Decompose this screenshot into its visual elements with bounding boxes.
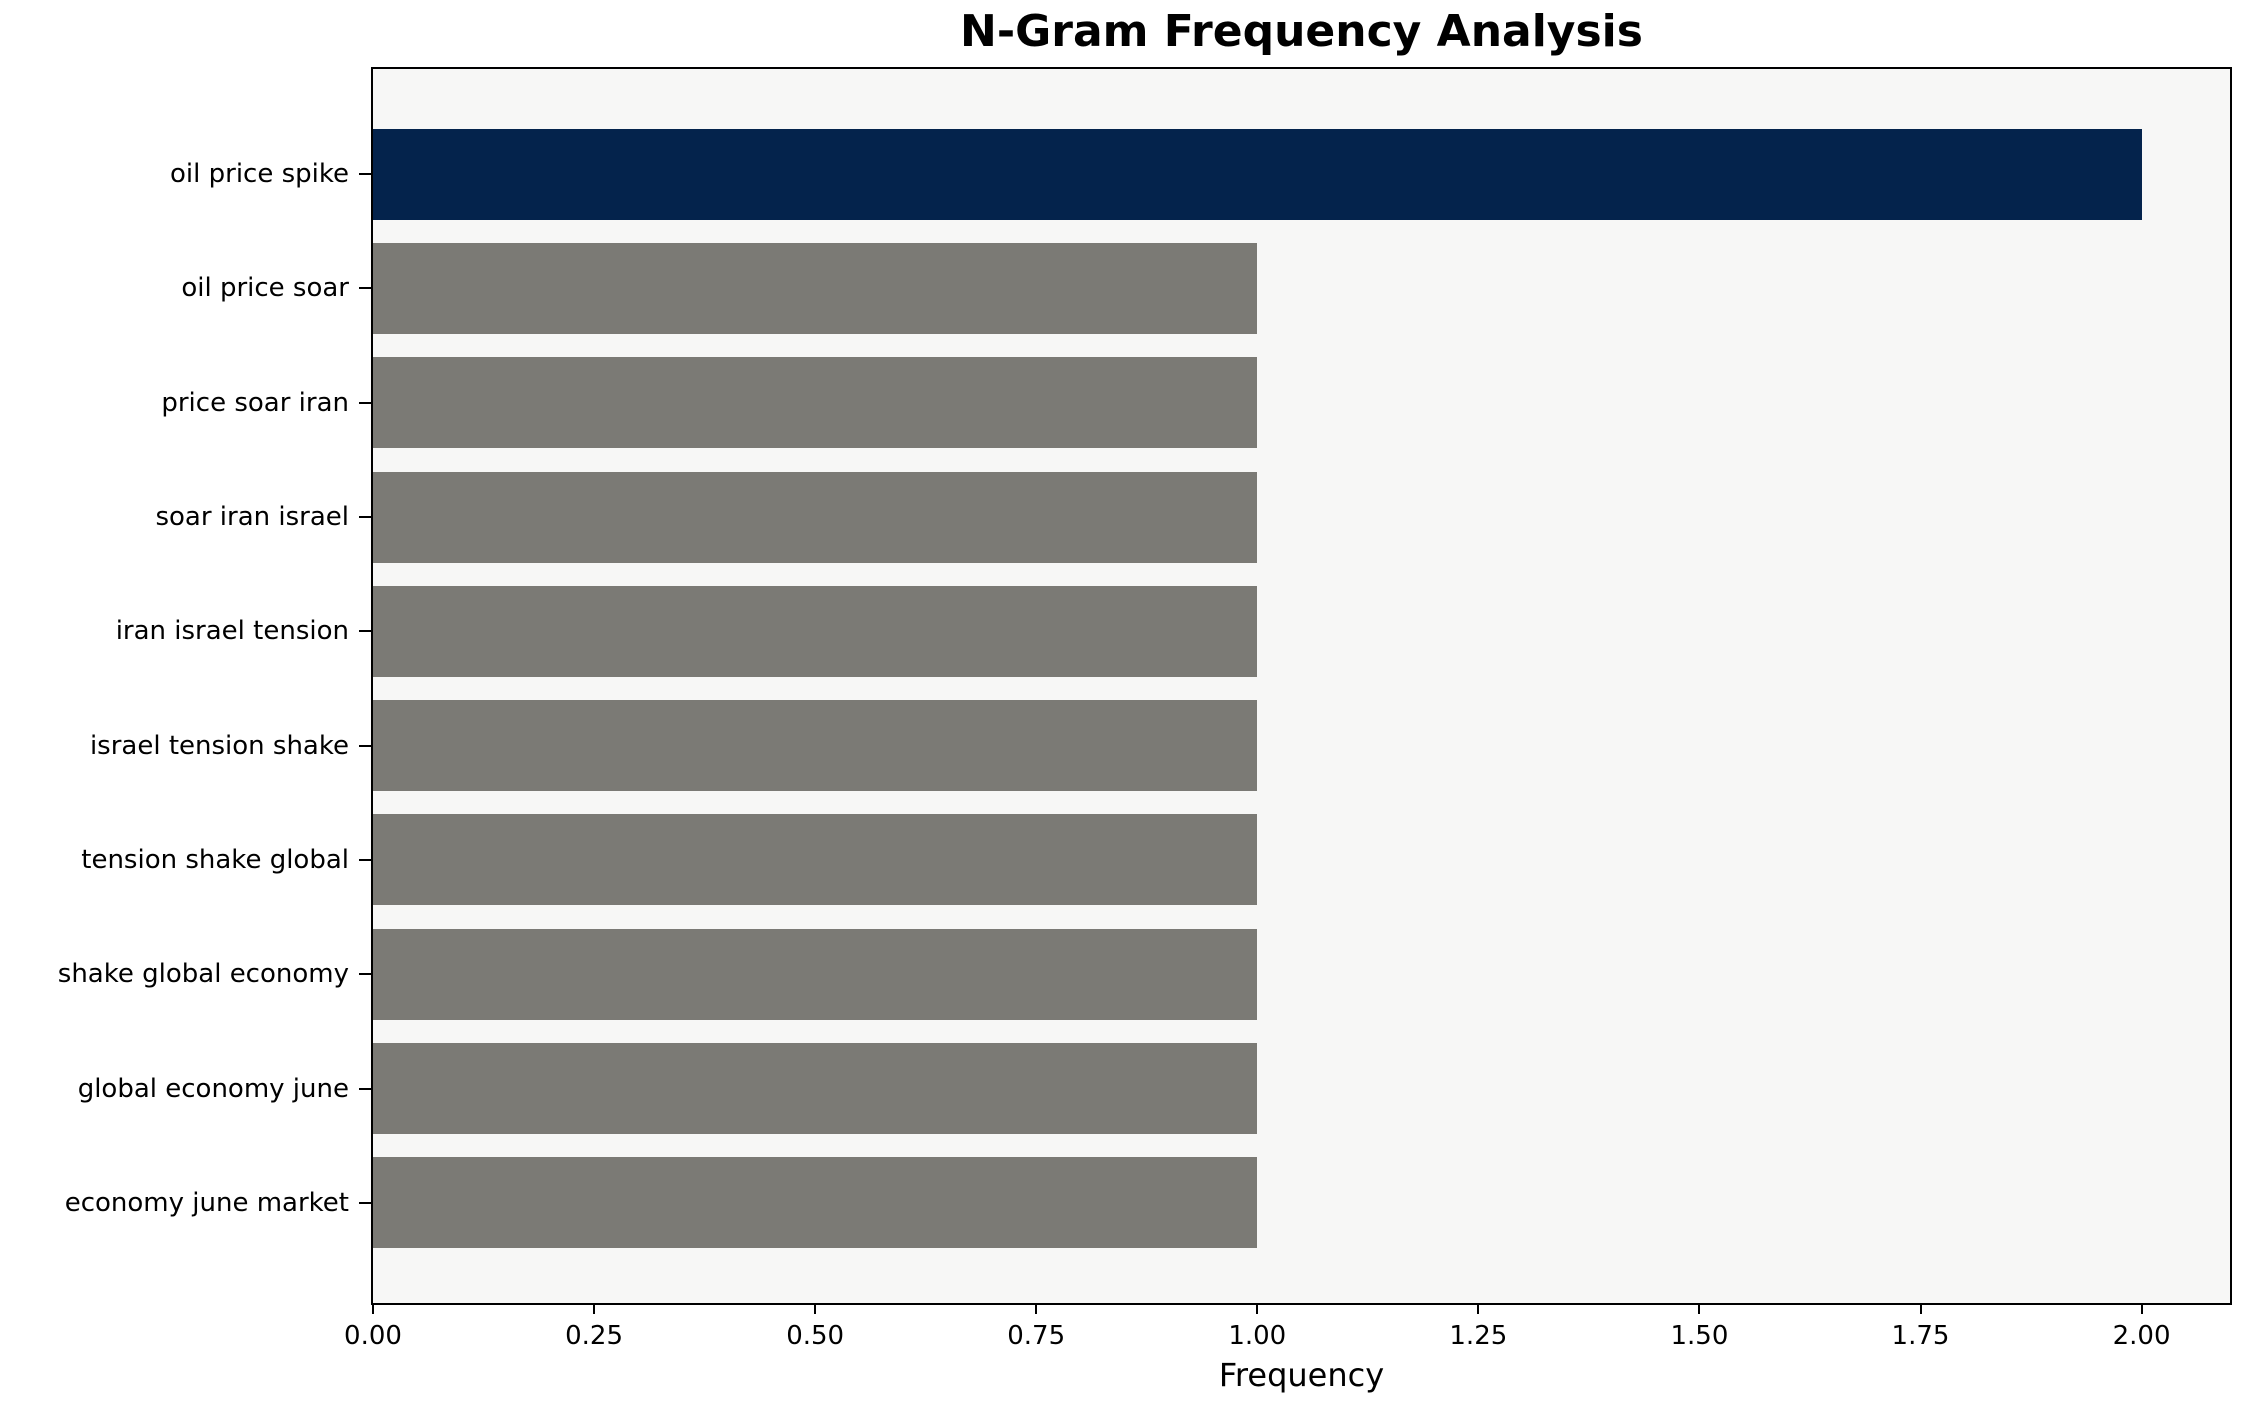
y-tick-mark [359,973,371,976]
bar-row [373,231,2230,345]
chart-title: N-Gram Frequency Analysis [960,6,1643,57]
x-axis-title: Frequency [1218,1356,1385,1394]
bar-row [373,1146,2230,1260]
y-tick-mark [359,858,371,861]
bar-global-economy-june [373,1043,1258,1135]
y-tick-mark [359,401,371,404]
bar-row [373,688,2230,802]
bar-oil-price-spike [373,128,2142,220]
x-tick-label: 0.75 [1007,1321,1066,1351]
x-tick-mark [372,1305,374,1314]
bar-economy-june-market [373,1157,1258,1249]
bar-row [373,917,2230,1031]
x-tick-mark [814,1305,817,1314]
y-tick-label: tension shake global [81,844,349,875]
x-tick-label: 0.00 [344,1321,402,1351]
y-tick-mark [359,1201,371,1204]
bars-container [373,69,2230,1303]
y-tick-mark [359,173,371,176]
y-tick-label: oil price soar [181,273,349,304]
x-tick-label: 1.00 [1228,1321,1287,1351]
y-tick-label: israel tension shake [89,730,349,761]
x-tick-mark [1035,1305,1038,1314]
y-tick-mark [359,1087,371,1090]
x-tick-mark [1919,1305,1922,1314]
bar-row [373,574,2230,688]
x-tick-label: 1.75 [1891,1321,1950,1351]
y-tick-label: global economy june [77,1073,349,1104]
y-tick-label: economy june market [64,1187,349,1218]
bar-tension-shake-global [373,814,1258,906]
bar-row [373,803,2230,917]
y-tick-label: oil price spike [170,159,349,190]
bar-row [373,1031,2230,1145]
plot-area [371,67,2232,1305]
x-tick-mark [593,1305,596,1314]
x-tick-label: 0.50 [786,1321,845,1351]
bar-oil-price-soar [373,242,1258,334]
bar-row [373,460,2230,574]
bar-price-soar-iran [373,357,1258,449]
x-tick-label: 0.25 [565,1321,623,1351]
bar-soar-iran-israel [373,471,1258,563]
bar-shake-global-economy [373,928,1258,1020]
x-tick-label: 2.00 [2112,1321,2171,1351]
x-tick-label: 1.25 [1449,1321,1508,1351]
x-tick-mark [2140,1305,2143,1314]
y-tick-mark [359,630,371,633]
bar-row [373,117,2230,231]
y-tick-label: shake global economy [57,959,349,990]
y-tick-label: price soar iran [161,387,349,418]
y-tick-mark [359,516,371,519]
x-tick-mark [1256,1305,1259,1314]
y-tick-mark [359,287,371,290]
x-tick-label: 1.50 [1670,1321,1729,1351]
bar-row [373,346,2230,460]
bar-israel-tension-shake [373,700,1258,792]
x-tick-mark [1698,1305,1701,1314]
y-tick-label: iran israel tension [115,616,349,647]
y-tick-label: soar iran israel [155,502,349,533]
bar-iran-israel-tension [373,585,1258,677]
x-tick-mark [1477,1305,1480,1314]
y-tick-mark [359,744,371,747]
